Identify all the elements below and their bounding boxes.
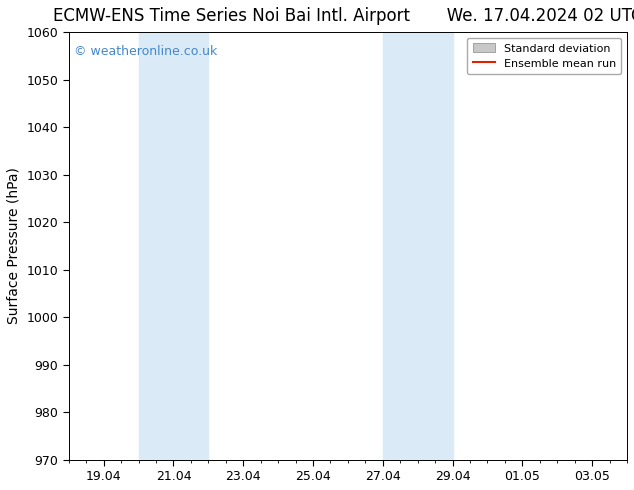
Title: ECMW-ENS Time Series Noi Bai Intl. Airport       We. 17.04.2024 02 UTC: ECMW-ENS Time Series Noi Bai Intl. Airpo… (53, 7, 634, 25)
Legend: Standard deviation, Ensemble mean run: Standard deviation, Ensemble mean run (467, 38, 621, 74)
Y-axis label: Surface Pressure (hPa): Surface Pressure (hPa) (7, 168, 21, 324)
Bar (383, 32, 453, 460)
Bar (139, 32, 209, 460)
Text: © weatheronline.co.uk: © weatheronline.co.uk (74, 45, 217, 58)
